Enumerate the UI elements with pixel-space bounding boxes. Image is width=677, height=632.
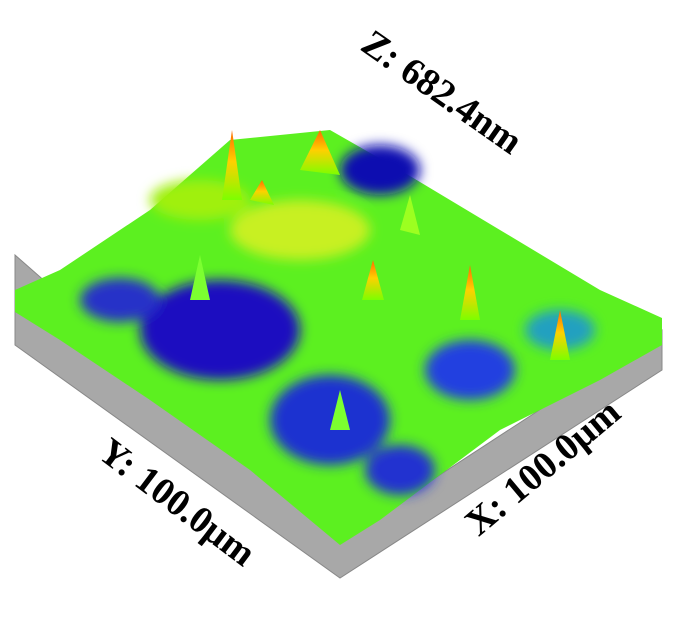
surface (15, 130, 662, 545)
z-label: Z: 682.4nm (354, 22, 530, 163)
